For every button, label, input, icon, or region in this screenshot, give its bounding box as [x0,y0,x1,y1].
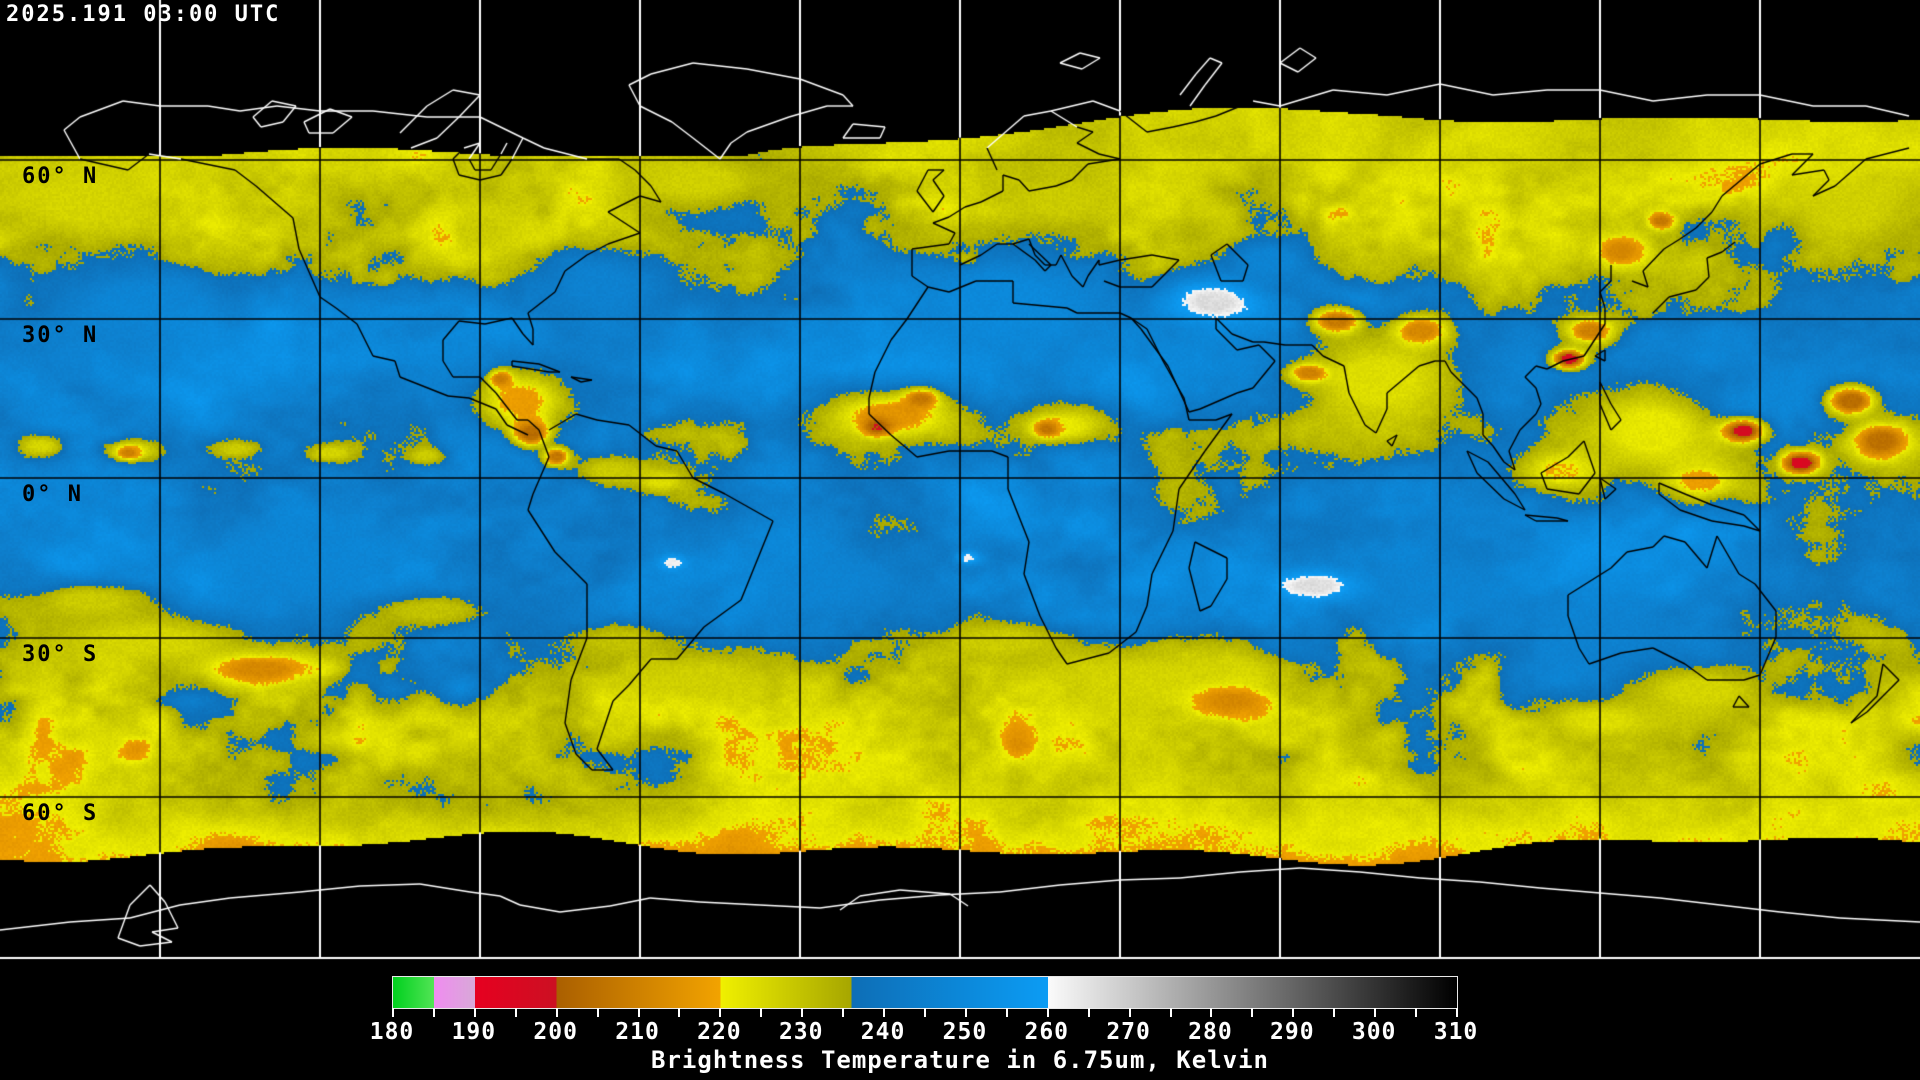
colorbar-tick [1251,1008,1254,1017]
colorbar-tick [678,1008,681,1017]
colorbar-tick [1169,1008,1172,1017]
colorbar-value-230: 230 [778,1019,824,1045]
colorbar-tick [432,1008,435,1017]
colorbar-value-250: 250 [942,1019,988,1045]
colorbar-tick [1046,1008,1049,1017]
colorbar-value-260: 260 [1024,1019,1070,1045]
colorbar-tick [1333,1008,1336,1017]
colorbar-tick [760,1008,763,1017]
colorbar-value-210: 210 [615,1019,660,1045]
colorbar-tick [1005,1008,1008,1017]
colorbar-tick [1415,1008,1418,1017]
colorbar-tick [842,1008,845,1017]
lat-label-0n: 0° N [22,482,83,507]
colorbar-value-300: 300 [1351,1019,1397,1045]
colorbar-value-190: 190 [451,1019,497,1045]
brightness-temperature-map [0,0,1920,970]
colorbar-value-290: 290 [1270,1019,1315,1045]
colorbar [392,976,1458,1009]
colorbar-tick [392,1008,394,1017]
colorbar-tick [637,1008,640,1017]
colorbar-tick [514,1008,517,1017]
lat-label-60n: 60° N [22,164,99,189]
timestamp-label: 2025.191 03:00 UTC [6,2,281,27]
colorbar-value-240: 240 [860,1019,906,1045]
colorbar-title: Brightness Temperature in 6.75um, Kelvin [651,1046,1269,1074]
colorbar-tick [1374,1008,1377,1017]
colorbar-value-270: 270 [1106,1019,1151,1045]
colorbar-tick [1456,1008,1458,1017]
colorbar-value-220: 220 [697,1019,742,1045]
colorbar-tick [1128,1008,1131,1017]
colorbar-tick [883,1008,886,1017]
lat-label-30s: 30° S [22,642,99,667]
colorbar-tick [596,1008,599,1017]
colorbar-value-200: 200 [533,1019,578,1045]
colorbar-tick [555,1008,558,1017]
colorbar-value-180: 180 [369,1019,415,1045]
colorbar-tick [719,1008,722,1017]
colorbar-tick [1210,1008,1213,1017]
colorbar-value-310: 310 [1433,1019,1479,1045]
colorbar-tick [924,1008,926,1017]
lat-label-60s: 60° S [22,801,99,826]
lat-label-30n: 30° N [22,323,99,348]
colorbar-tick [1087,1008,1090,1017]
colorbar-tick [801,1008,804,1017]
colorbar-tick [1292,1008,1295,1017]
colorbar-tick [473,1008,476,1017]
colorbar-tick [964,1008,967,1017]
colorbar-value-280: 280 [1188,1019,1233,1045]
